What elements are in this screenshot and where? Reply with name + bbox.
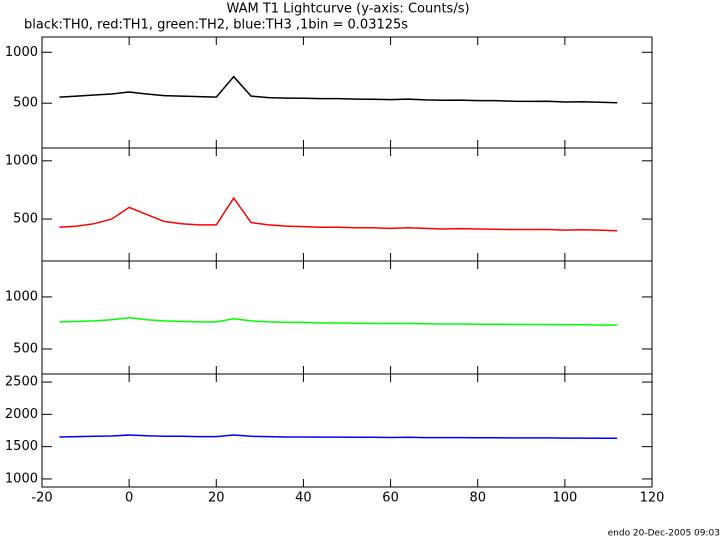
y-tick-label: 1000 xyxy=(5,471,38,486)
x-tick-label: 0 xyxy=(125,491,133,506)
panel-frame xyxy=(41,260,653,375)
footer: endo 20-Dec-2005 09:03 xyxy=(608,529,720,539)
y-tick-label: 500 xyxy=(13,212,38,227)
x-tick-label: 100 xyxy=(552,491,577,506)
y-tick-label: 1000 xyxy=(5,289,38,304)
y-tick-label: 1000 xyxy=(5,45,38,60)
x-tick-label: 60 xyxy=(382,491,399,506)
series-line xyxy=(59,75,618,104)
y-tick-label: 500 xyxy=(13,342,38,357)
x-tick-label: 40 xyxy=(295,491,312,506)
x-tick-label: -20 xyxy=(31,491,52,506)
x-tick-label: 80 xyxy=(469,491,486,506)
y-tick-label: 500 xyxy=(13,96,38,111)
series-line xyxy=(59,317,618,326)
x-tick-label: 20 xyxy=(208,491,225,506)
chart-title: WAM T1 Lightcurve (y-axis: Counts/s) xyxy=(226,2,469,17)
x-tick-label: 120 xyxy=(640,491,665,506)
panel-frame xyxy=(41,147,653,262)
series-line xyxy=(59,196,618,232)
y-tick-label: 2500 xyxy=(5,375,38,390)
chart-subtitle: black:TH0, red:TH1, green:TH2, blue:TH3 … xyxy=(24,18,408,33)
y-tick-label: 1500 xyxy=(5,439,38,454)
series-line xyxy=(59,434,618,439)
panel-frame xyxy=(41,373,653,488)
y-tick-label: 1000 xyxy=(5,153,38,168)
y-tick-label: 2000 xyxy=(5,407,38,422)
